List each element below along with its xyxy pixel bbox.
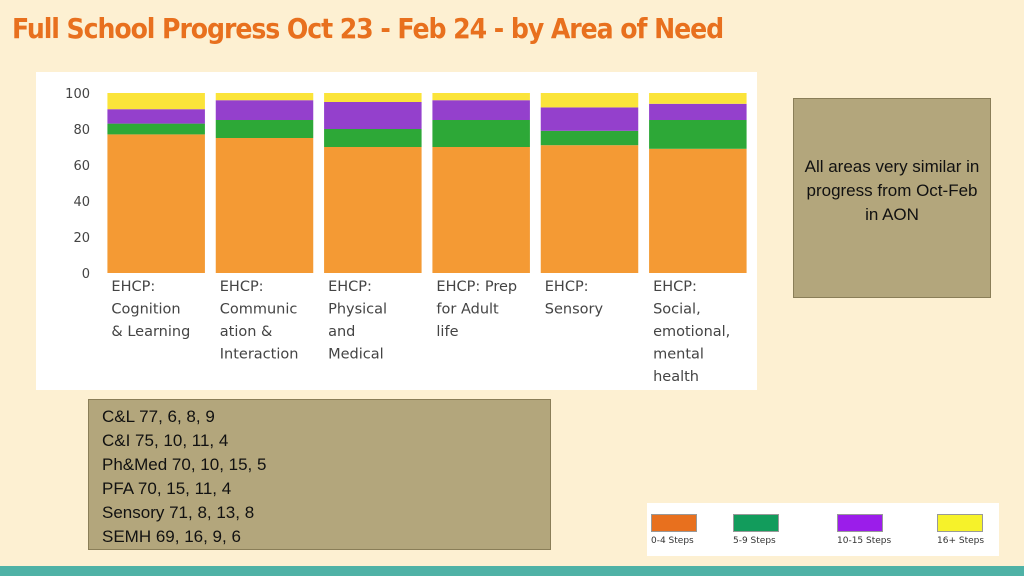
bar-segment xyxy=(649,103,747,120)
bar-segment xyxy=(215,93,314,101)
legend-swatch-16-plus xyxy=(937,514,983,532)
x-tick-label: Cognition xyxy=(111,302,180,318)
y-tick-label: 40 xyxy=(73,195,90,210)
bar-segment xyxy=(107,123,205,135)
data-line-semh: SEMH 69, 16, 9, 6 xyxy=(102,527,241,546)
bar-segment xyxy=(649,93,747,104)
y-tick-label: 100 xyxy=(65,87,90,102)
data-line-phmed: Ph&Med 70, 10, 15, 5 xyxy=(102,455,267,474)
x-tick-label: Physical xyxy=(328,302,387,318)
legend-label-16-plus: 16+ Steps xyxy=(937,536,985,546)
bar-segment xyxy=(432,147,530,273)
legend-item-5-9: 5-9 Steps xyxy=(733,514,779,546)
x-tick-label: EHCP: xyxy=(545,279,589,295)
x-tick-label: & Learning xyxy=(111,324,190,340)
x-tick-label: Medical xyxy=(328,347,384,363)
bar-segment xyxy=(649,148,747,273)
data-summary-box: C&L 77, 6, 8, 9 C&I 75, 10, 11, 4 Ph&Med… xyxy=(88,399,551,550)
chart-legend: 0-4 Steps 5-9 Steps 10-15 Steps 16+ Step… xyxy=(647,503,999,556)
bar-segment xyxy=(107,93,205,110)
x-tick-label: ation & xyxy=(220,324,273,340)
legend-label-10-15: 10-15 Steps xyxy=(837,536,892,546)
legend-swatch-10-15 xyxy=(837,514,883,532)
bar-segment xyxy=(215,100,314,120)
bar-segment xyxy=(107,134,205,273)
bottom-accent-bar xyxy=(0,566,1024,576)
bar-segment xyxy=(540,93,639,108)
bar-segment xyxy=(649,120,747,149)
legend-item-16-plus: 16+ Steps xyxy=(937,514,984,546)
chart-svg: 0 20 40 60 80 100 EHCP: Cognition & Learning EHCP… xyxy=(65,87,747,385)
data-line-cl: C&L 77, 6, 8, 9 xyxy=(102,407,215,426)
legend-label-0-4: 0-4 Steps xyxy=(651,536,694,546)
bar-segment xyxy=(324,147,422,273)
legend-item-10-15: 10-15 Steps xyxy=(837,514,891,546)
bar-segment xyxy=(540,107,639,131)
y-tick-label: 60 xyxy=(73,159,90,174)
bar-segment xyxy=(215,120,314,138)
bar-segment xyxy=(540,130,639,146)
x-tick-label: emotional, xyxy=(653,324,730,340)
bar-segment xyxy=(215,138,314,273)
x-tick-label: for Adult xyxy=(436,302,499,318)
x-tick-label: EHCP: xyxy=(111,279,155,295)
legend-swatch-5-9 xyxy=(733,514,779,532)
bar-segment xyxy=(540,145,639,273)
data-line-pfa: PFA 70, 15, 11, 4 xyxy=(102,479,232,498)
note-text: All areas very similar in progress from … xyxy=(804,157,980,224)
x-tick-label: Interaction xyxy=(220,347,299,363)
bar-segment xyxy=(324,93,422,102)
x-tick-label: EHCP: xyxy=(653,279,697,295)
x-tick-label: Communic xyxy=(220,302,298,318)
data-line-sensory: Sensory 71, 8, 13, 8 xyxy=(102,503,255,522)
bar-segment xyxy=(107,109,205,124)
x-tick-label: life xyxy=(436,324,458,340)
x-tick-label: EHCP: Prep xyxy=(436,279,517,295)
x-tick-label: Sensory xyxy=(545,302,604,318)
note-box: All areas very similar in progress from … xyxy=(793,98,991,298)
data-line-ci: C&I 75, 10, 11, 4 xyxy=(102,431,229,450)
page-title: Full School Progress Oct 23 - Feb 24 - b… xyxy=(12,12,724,45)
bar-segment xyxy=(432,93,530,101)
legend-swatch-0-4 xyxy=(651,514,697,532)
bar-segment xyxy=(432,100,530,120)
y-tick-label: 80 xyxy=(73,123,90,138)
x-tick-label: Social, xyxy=(653,302,701,318)
legend-item-0-4: 0-4 Steps xyxy=(651,514,697,546)
x-tick-label: mental xyxy=(653,347,704,363)
bar-segment xyxy=(432,120,530,147)
y-tick-label: 0 xyxy=(82,267,90,282)
y-tick-label: 20 xyxy=(73,231,90,246)
legend-label-5-9: 5-9 Steps xyxy=(733,536,776,546)
x-tick-label: and xyxy=(328,324,355,340)
x-tick-label: EHCP: xyxy=(220,279,264,295)
x-tick-label: health xyxy=(653,369,699,385)
bar-segment xyxy=(324,129,422,147)
bar-segment xyxy=(324,102,422,129)
stacked-bar-chart: 0 20 40 60 80 100 EHCP: Cognition & Learning EHCP… xyxy=(36,72,757,390)
x-tick-label: EHCP: xyxy=(328,279,372,295)
